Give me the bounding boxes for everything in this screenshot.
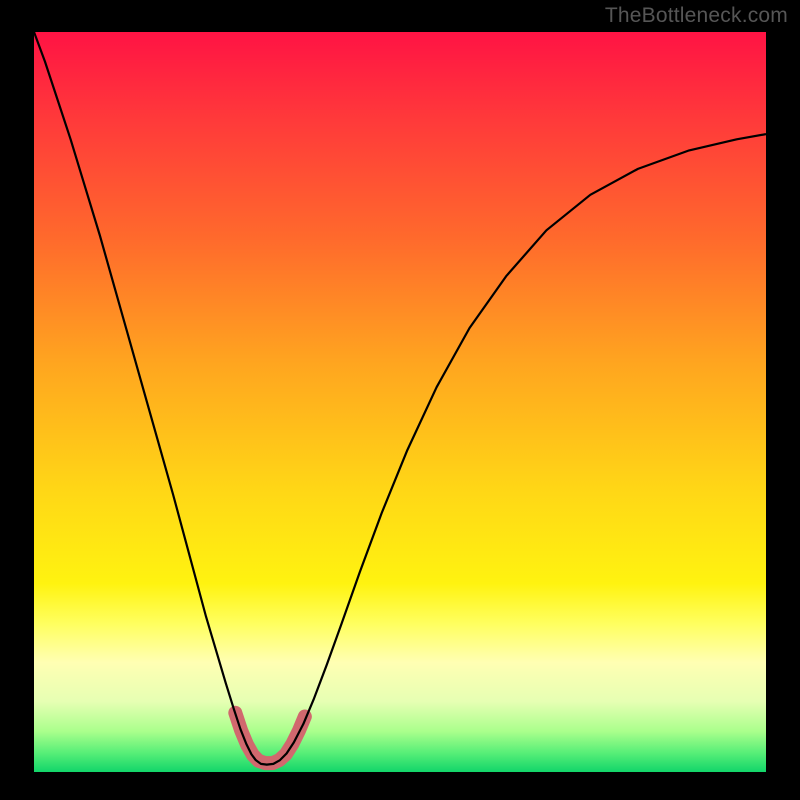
plot-border-bottom [0,772,800,800]
chart-frame: TheBottleneck.com [0,0,800,800]
gradient-background [34,32,766,772]
plot-border-right [766,32,800,772]
plot-border-left [0,32,34,772]
chart-svg [34,32,766,772]
watermark-text: TheBottleneck.com [605,4,788,28]
plot-area [34,32,766,772]
